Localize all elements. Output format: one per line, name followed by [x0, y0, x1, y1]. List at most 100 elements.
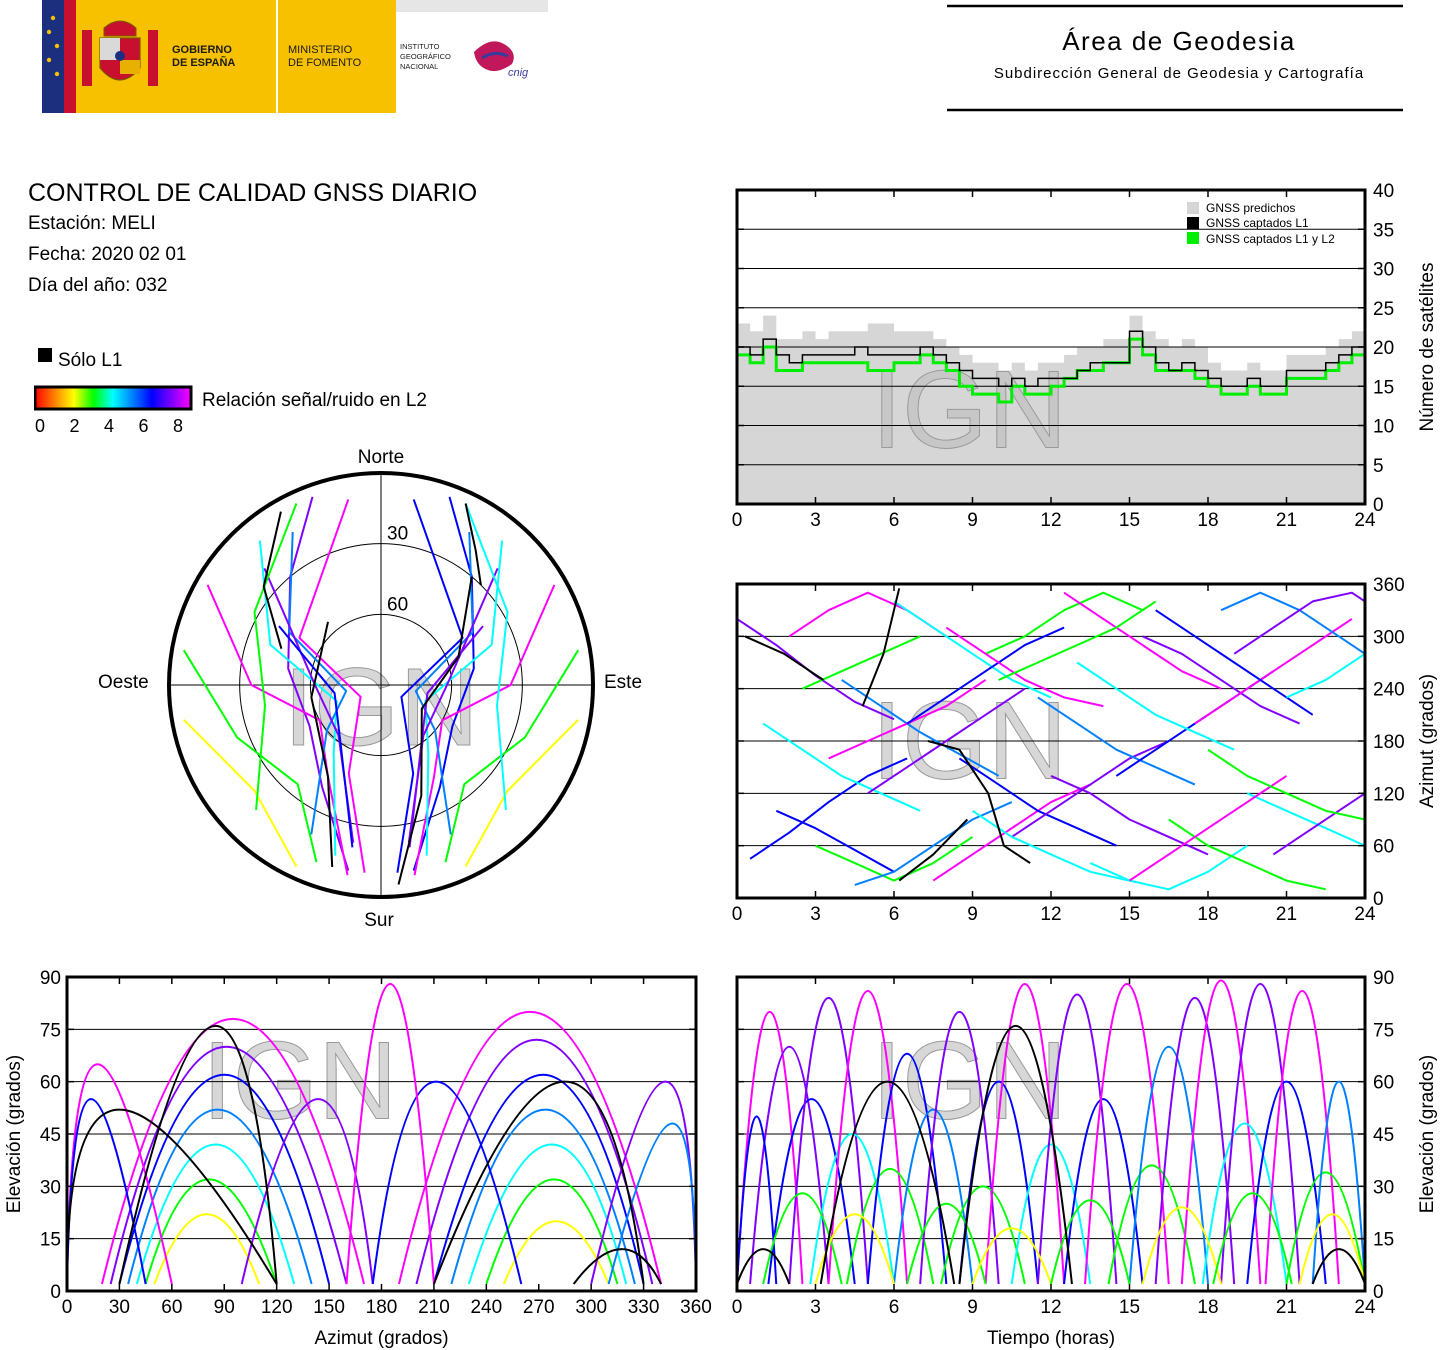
elevation-arc	[118, 1073, 331, 1285]
area-subtitle: Subdirección General de Geodesia y Carto…	[994, 65, 1364, 82]
flag-red-stripe-left	[64, 0, 76, 113]
y-tick-label: 30	[1373, 260, 1394, 281]
azimuth-track	[1246, 792, 1365, 847]
elevation-pass	[1063, 1098, 1144, 1285]
x-tick-label: 0	[732, 904, 743, 925]
elevation-pass	[1010, 1143, 1092, 1285]
x-tick-label: 12	[1040, 904, 1061, 925]
x-tick-label: 120	[261, 1297, 293, 1318]
elevation-pass	[737, 1010, 804, 1285]
azimuth-track	[749, 757, 908, 860]
azimuth-track	[1207, 748, 1365, 821]
count-y-axis-title: Número de satélites	[1417, 263, 1438, 432]
sky-track	[444, 649, 580, 863]
sky-track	[258, 540, 338, 856]
east-label: Este	[604, 672, 642, 693]
elevation-arc	[67, 1098, 147, 1285]
gobierno-line-2: DE ESPAÑA	[172, 56, 235, 69]
instituto-line-1: INSTITUTO	[400, 42, 440, 51]
sky-track	[253, 503, 298, 810]
snr-tick-label: 6	[139, 416, 149, 436]
x-tick-label: 270	[523, 1297, 555, 1318]
x-tick-label: 6	[889, 510, 900, 531]
azimuth-track	[1155, 609, 1314, 716]
y-tick-label: 35	[1373, 220, 1394, 241]
sky-track	[278, 625, 354, 848]
skyplot-horizon	[167, 471, 595, 899]
y-tick-label: 0	[1373, 1282, 1384, 1303]
x-tick-label: 24	[1354, 1297, 1376, 1318]
legend-l1l2: GNSS captados L1 y L2	[1206, 232, 1335, 246]
date-label: Fecha: 2020 02 01	[28, 244, 187, 265]
snr-ticks: 0 2 4 6 8	[35, 416, 183, 436]
elevation-pass	[1220, 983, 1301, 1285]
elevation-arc	[371, 1080, 523, 1285]
legend-l1-swatch	[1187, 217, 1199, 229]
azimuth-track	[854, 801, 1013, 886]
elevation-pass	[819, 1080, 956, 1285]
y-tick-label: 120	[1373, 784, 1405, 805]
elevation-ring-label: 30	[387, 524, 408, 545]
sky-track	[414, 531, 474, 835]
elevation-pass	[1311, 1080, 1365, 1285]
x-tick-label: 15	[1119, 1297, 1140, 1318]
azimuth-track	[958, 757, 1117, 847]
elevation-pass	[1212, 1192, 1293, 1285]
y-tick-label: 20	[1373, 338, 1394, 359]
x-tick-label: 9	[967, 1297, 978, 1318]
x-tick-label: 24	[1354, 904, 1376, 925]
sky-track	[287, 496, 350, 871]
x-tick-label: 3	[810, 1297, 821, 1318]
legend-predicted-swatch	[1187, 202, 1199, 214]
y-tick-label: 15	[40, 1230, 61, 1251]
y-tick-label: 40	[1373, 181, 1394, 202]
elevation-pass	[919, 1010, 1000, 1285]
sky-track	[464, 719, 579, 867]
x-tick-label: 330	[628, 1297, 660, 1318]
north-label: Norte	[358, 447, 404, 468]
sky-track	[408, 625, 484, 848]
color-legend: Sólo L1 Relación señal/ruido en L2 0 2 4 6 8	[34, 348, 427, 436]
sky-track	[262, 511, 283, 649]
x-tick-label: 21	[1276, 904, 1297, 925]
sky-track	[464, 503, 482, 586]
azimuth-track	[1233, 591, 1365, 655]
x-tick-label: 18	[1197, 1297, 1218, 1318]
elevation-arc	[397, 1011, 663, 1285]
ministerio-yellow-block	[278, 0, 396, 113]
elevation-arc	[432, 1080, 645, 1285]
cnig-text: cnig	[508, 67, 529, 79]
count-plot-area: IGN	[737, 228, 1365, 504]
x-tick-label: 15	[1119, 904, 1140, 925]
y-tick-label: 45	[1373, 1125, 1394, 1146]
elevation-pass	[737, 1248, 791, 1285]
elevation-arc	[135, 1143, 296, 1285]
elevation-arc	[345, 983, 435, 1285]
x-tick-label: 0	[732, 1297, 743, 1318]
azimuth-track	[1220, 591, 1365, 655]
day-of-year-label: Día del año: 032	[28, 275, 168, 296]
azimuth-x-axis-title: Azimut (grados)	[314, 1328, 448, 1349]
elevation-pass	[906, 1202, 987, 1285]
elevation-time-plot-area: IGN	[737, 979, 1365, 1285]
series-l1-line	[737, 330, 1365, 387]
elevation-pass	[1201, 1122, 1288, 1285]
x-tick-label: 240	[470, 1297, 502, 1318]
only-l1-swatch	[38, 348, 52, 362]
y-tick-label: 300	[1373, 627, 1405, 648]
azimuth-track	[744, 635, 824, 681]
snr-tick-label: 4	[104, 416, 114, 436]
y-tick-label: 75	[40, 1020, 61, 1041]
elevation-pass	[845, 1168, 935, 1285]
x-tick-label: 3	[810, 904, 821, 925]
elevation-y-axis-title: Elevación (grados)	[4, 1055, 25, 1213]
legend-l1l2-swatch	[1187, 232, 1199, 244]
elevation-ring-label: 60	[387, 594, 408, 615]
eu-stars-icon	[46, 15, 60, 77]
elevation-pass	[1246, 1080, 1327, 1285]
time-x-axis-title: Tiempo (horas)	[987, 1328, 1115, 1349]
x-tick-label: 360	[680, 1297, 712, 1318]
sky-track	[412, 496, 475, 871]
